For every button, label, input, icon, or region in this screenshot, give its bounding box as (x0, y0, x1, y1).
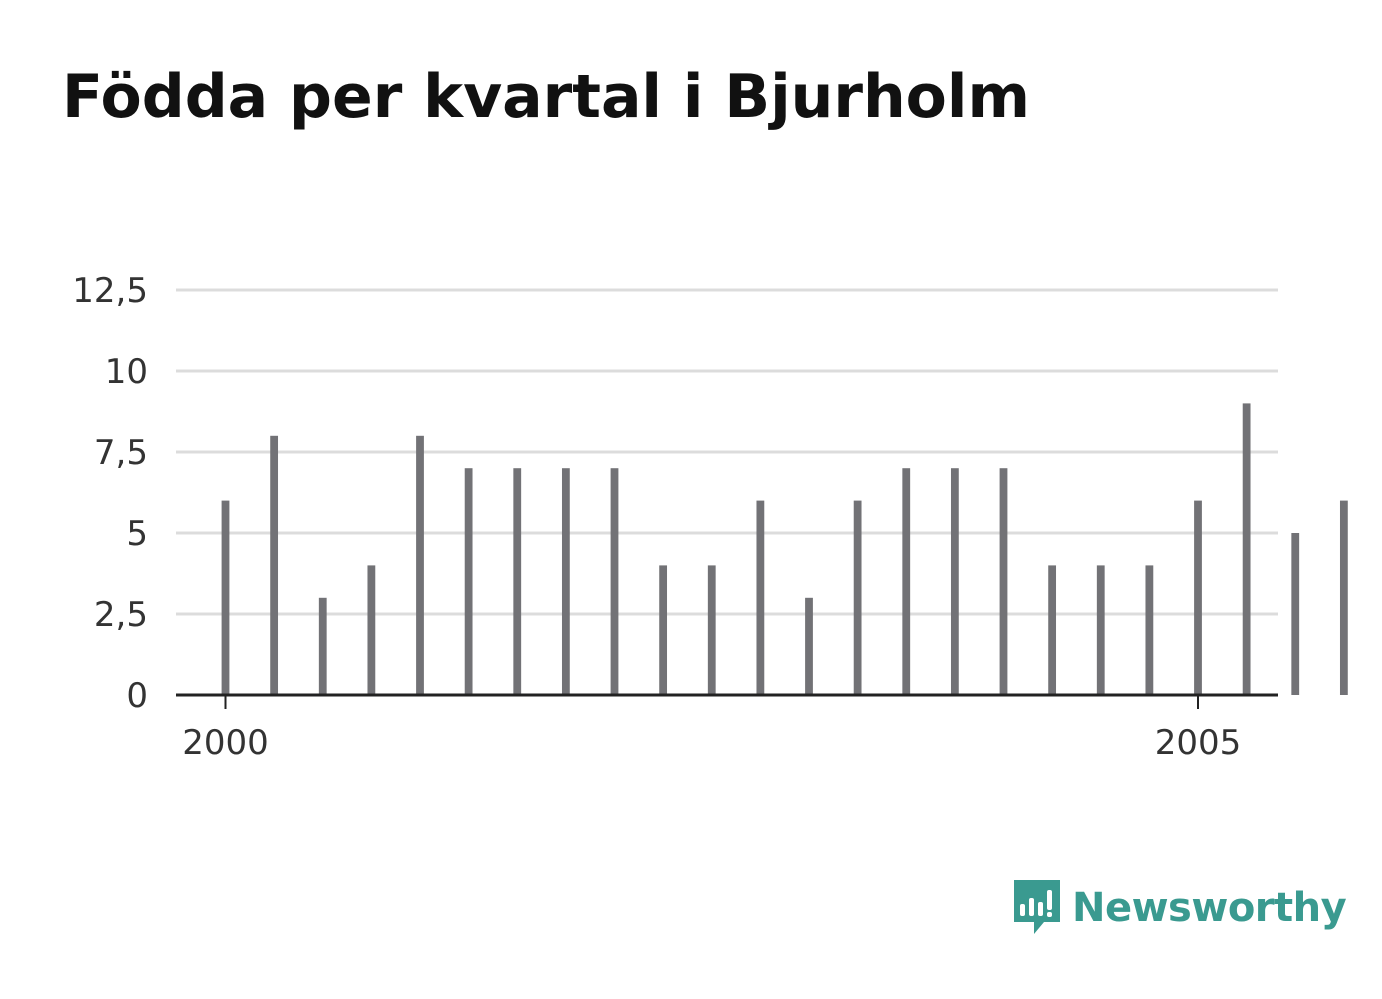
bar (707, 565, 716, 695)
bar (416, 435, 424, 695)
newsworthy-logo: Newsworthy (1010, 878, 1347, 938)
bar (1242, 403, 1251, 695)
bar (1291, 533, 1300, 695)
bar (805, 597, 813, 695)
chart-title: Födda per kvartal i Bjurholm (62, 62, 1030, 132)
bar (756, 500, 765, 695)
x-tick-label: 2005 (1155, 723, 1242, 763)
bar (464, 468, 473, 695)
bar (902, 468, 911, 695)
bar (1194, 500, 1202, 695)
newsworthy-logo-icon (1014, 880, 1060, 934)
bar (999, 468, 1008, 695)
x-tick-label: 2000 (182, 723, 269, 763)
bar (270, 435, 279, 695)
y-axis-ticks: 0 2,5 5 7,5 10 12,5 (72, 271, 148, 716)
y-tick-label: 7,5 (94, 433, 148, 473)
y-tick-label: 10 (105, 352, 148, 392)
bar-series (221, 403, 1348, 695)
bar (950, 468, 959, 695)
bar (1145, 565, 1154, 695)
y-tick-label: 0 (126, 676, 148, 716)
bar (610, 468, 619, 695)
bar (1048, 565, 1057, 695)
bar (561, 468, 570, 695)
bar (513, 468, 522, 695)
y-tick-label: 5 (126, 514, 148, 554)
y-tick-label: 12,5 (72, 271, 148, 311)
bar (853, 500, 862, 695)
bar (318, 597, 327, 695)
bar (659, 565, 668, 695)
bar (1096, 565, 1105, 695)
grid-lines (176, 288, 1278, 616)
bar (367, 565, 376, 695)
bar (221, 500, 230, 695)
x-axis-ticks: 200020052010201520202025 (182, 695, 1242, 763)
bar (1339, 500, 1348, 695)
brand-name: Newsworthy (1072, 885, 1347, 931)
y-tick-label: 2,5 (94, 595, 148, 635)
